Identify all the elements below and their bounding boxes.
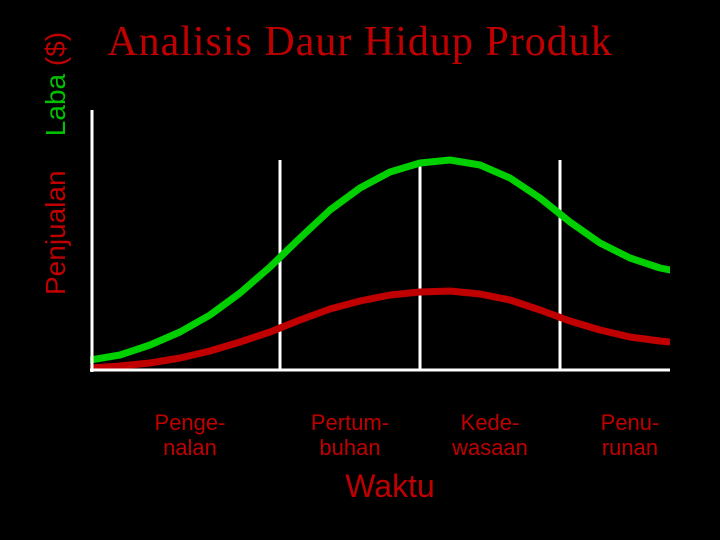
stage-label: Pertum- buhan [280, 410, 420, 461]
stage-label: Penge- nalan [110, 410, 270, 461]
ylabel-dollar: ($) [40, 32, 71, 74]
stage-label: Kede- wasaan [420, 410, 560, 461]
curve-penjualan [90, 160, 670, 360]
ylabel-penjualan: Penjualan [40, 170, 71, 295]
x-axis-label: Waktu [90, 468, 690, 505]
chart-title: Analisis Daur Hidup Produk [0, 18, 720, 66]
ylabel-laba: Laba [40, 74, 71, 136]
y-axis-label: Penjualan & Laba ($) [40, 32, 72, 295]
ylabel-amp: & [40, 136, 71, 170]
chart-area [90, 110, 670, 400]
chart-svg [90, 110, 670, 400]
stage-label: Penu- runan [570, 410, 690, 461]
